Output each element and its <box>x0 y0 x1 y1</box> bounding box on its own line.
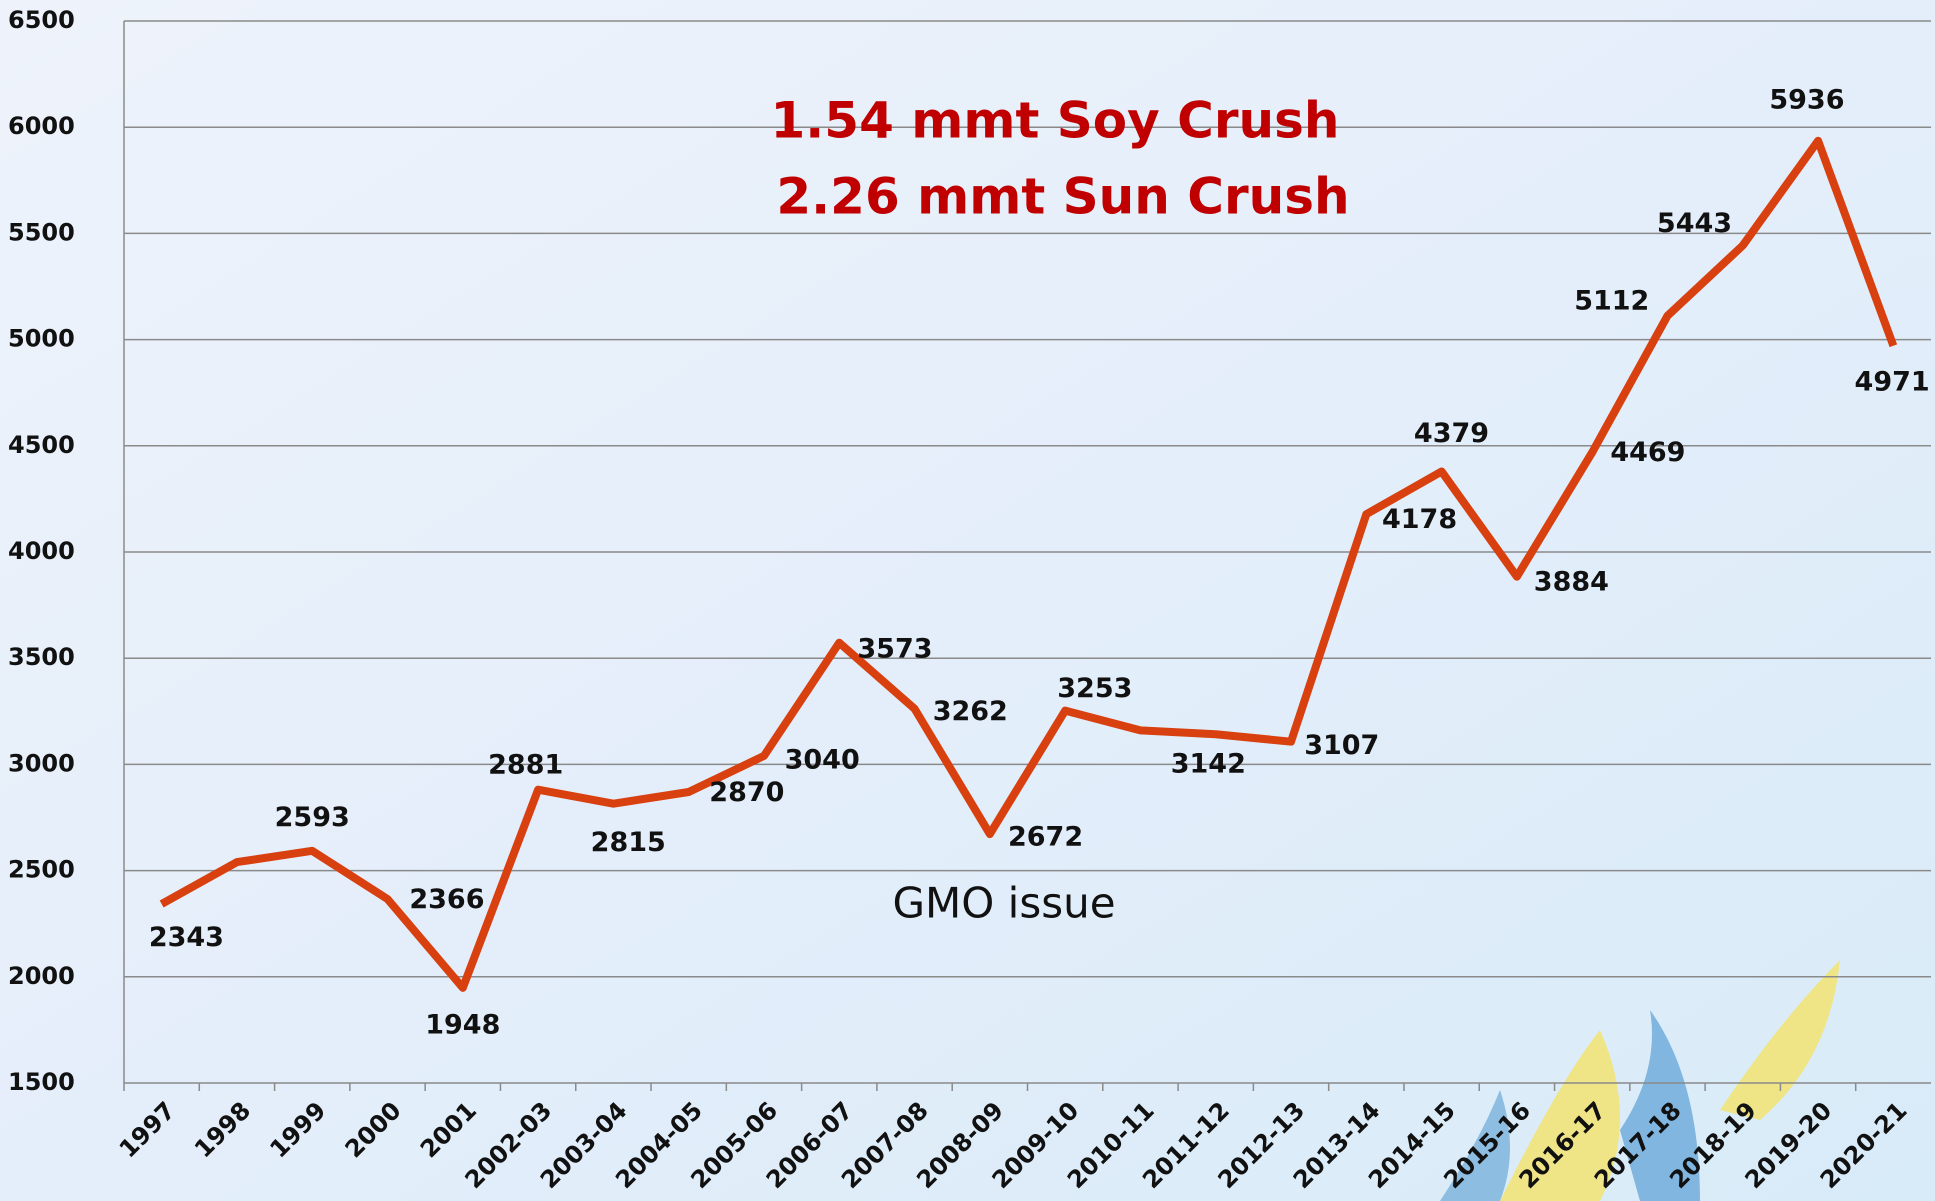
value-label: 3107 <box>1304 730 1379 761</box>
chart: 1500 2000 2500 3000 3500 4000 4500 5000 5500 6000… <box>0 0 1935 1201</box>
value-label: 3040 <box>785 744 860 775</box>
value-label: 3142 <box>1171 749 1246 780</box>
value-label: 2343 <box>149 922 224 953</box>
value-label: 2815 <box>591 827 666 858</box>
y-tick-label: 2500 <box>8 856 75 884</box>
y-tick-label: 1500 <box>8 1068 75 1096</box>
value-label: 2366 <box>409 884 484 915</box>
y-tick-label: 6000 <box>8 112 75 140</box>
value-label: 1948 <box>425 1010 500 1041</box>
value-label: 5936 <box>1769 85 1844 116</box>
value-label: 3573 <box>857 634 932 665</box>
value-label: 2881 <box>488 750 563 781</box>
value-label: 4469 <box>1610 437 1685 468</box>
value-label: 2672 <box>1008 821 1083 852</box>
y-tick-label: 4000 <box>8 537 75 565</box>
annotation: GMO issue <box>892 879 1115 928</box>
value-label: 5443 <box>1657 208 1732 239</box>
value-label: 3262 <box>933 696 1008 727</box>
annotation: 2.26 mmt Sun Crush <box>776 168 1349 226</box>
y-tick-label: 3500 <box>8 643 75 671</box>
y-tick-label: 5500 <box>8 218 75 246</box>
value-label: 2593 <box>275 802 350 833</box>
value-label: 3884 <box>1534 566 1609 597</box>
value-label: 4379 <box>1414 418 1489 449</box>
annotation: 1.54 mmt Soy Crush <box>771 92 1340 150</box>
y-tick-label: 2000 <box>8 962 75 990</box>
value-label: 2870 <box>709 777 784 808</box>
y-tick-label: 4500 <box>8 431 75 459</box>
value-label: 4971 <box>1855 366 1930 397</box>
y-tick-label: 6500 <box>8 6 75 34</box>
y-tick-label: 5000 <box>8 325 75 353</box>
value-label: 4178 <box>1382 504 1457 535</box>
value-label: 3253 <box>1057 673 1132 704</box>
value-label: 5112 <box>1574 286 1649 317</box>
y-tick-label: 3000 <box>8 749 75 777</box>
